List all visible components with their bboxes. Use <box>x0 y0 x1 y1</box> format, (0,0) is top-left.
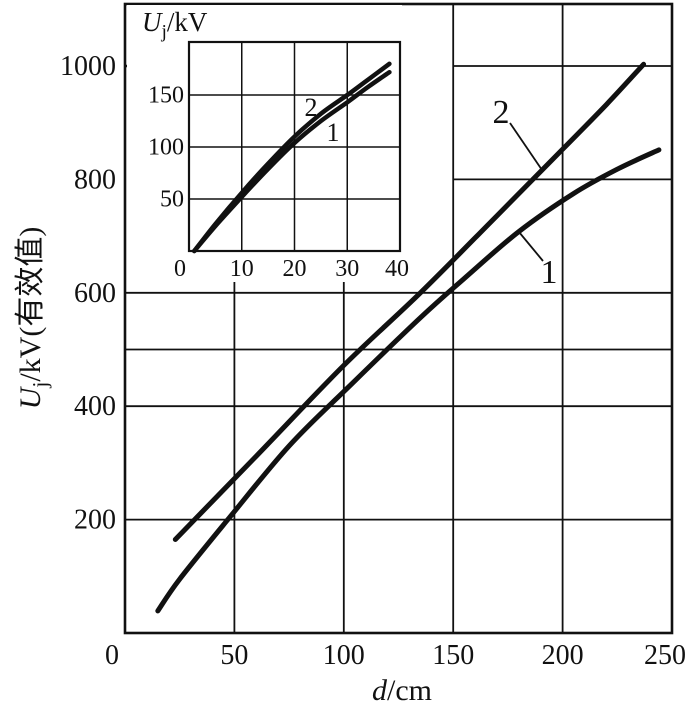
x-axis-title: d/cm <box>372 674 432 707</box>
main-x-tick-label-200: 200 <box>542 640 584 671</box>
inset-x-tick-label-20: 20 <box>283 256 307 282</box>
main-x-tick-label-150: 150 <box>432 640 474 671</box>
main-x-tick-label-50: 50 <box>220 640 248 671</box>
main-curve-1 <box>155 147 662 614</box>
main-curve-label-1: 1 <box>541 254 558 291</box>
inset-title-unit: /kV <box>166 7 208 37</box>
main-y-tick-label-400: 400 <box>74 391 116 422</box>
main-x-tick-label-100: 100 <box>323 640 365 671</box>
main-x-tick-label-250: 250 <box>644 640 686 671</box>
inset-background <box>127 5 402 282</box>
main-y-tick-label-800: 800 <box>74 164 116 195</box>
main-plot-frame <box>123 2 674 635</box>
x-axis-unit: /cm <box>387 674 432 707</box>
y-axis-subscript: j <box>28 381 52 388</box>
main-y-tick-label-600: 600 <box>74 278 116 309</box>
main-y-tick-label-200: 200 <box>74 505 116 536</box>
main-curve-label-2: 2 <box>493 94 510 131</box>
inset-y-tick-label-100: 100 <box>148 135 184 161</box>
inset-y-tick-label-150: 150 <box>148 83 184 109</box>
inset-curve-label-1: 1 <box>327 118 340 147</box>
y-axis-title: Uj/kV(有效值) <box>5 226 52 410</box>
inset-title-subscript: j <box>161 21 167 43</box>
y-axis-symbol: U <box>14 387 47 410</box>
inset-title: Uj/kV <box>142 7 208 42</box>
inset-y-tick-label-50: 50 <box>160 187 184 213</box>
x-axis-symbol: d <box>372 674 387 707</box>
inset-x-tick-label-40: 40 <box>385 256 409 282</box>
main-curve-2-leader-line <box>509 122 543 171</box>
inset-curve-2 <box>192 61 392 254</box>
inset-title-symbol: U <box>142 7 162 37</box>
inset-x-tick-label-10: 10 <box>230 256 254 282</box>
main-x-tick-label-0: 0 <box>105 640 119 671</box>
main-y-tick-label-1000: 1000 <box>60 51 116 82</box>
main-curve-2 <box>172 61 647 542</box>
inset-curve-label-2: 2 <box>305 93 318 122</box>
y-axis-unit: /kV(有效值) <box>14 226 47 382</box>
inset-plot-frame <box>187 40 402 253</box>
main-curve-1-leader-line <box>518 231 544 262</box>
inset-x-tick-label-30: 30 <box>335 256 359 282</box>
inset-x-tick-label-0: 0 <box>174 256 186 282</box>
